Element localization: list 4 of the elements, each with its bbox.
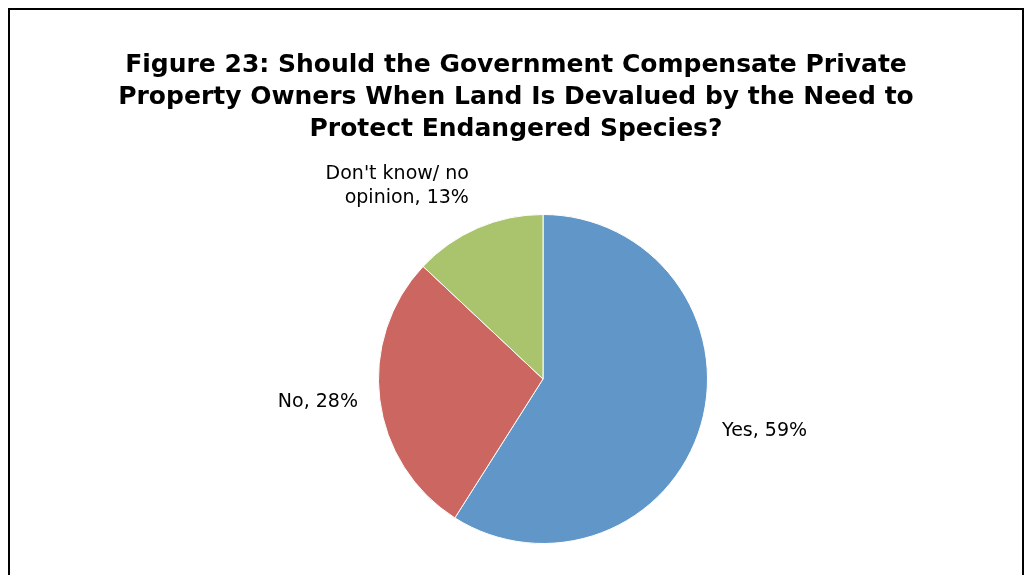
slice-label: Yes, 59% <box>721 417 808 440</box>
slice-label: Don't know/ no opinion, 13% <box>325 160 469 207</box>
slice-label: No, 28% <box>277 389 358 412</box>
chart-title: Figure 23: Should the Government Compensate Private Property Owners When Land Is Devalued by the Need to Protect Endangered Species? <box>117 48 915 144</box>
